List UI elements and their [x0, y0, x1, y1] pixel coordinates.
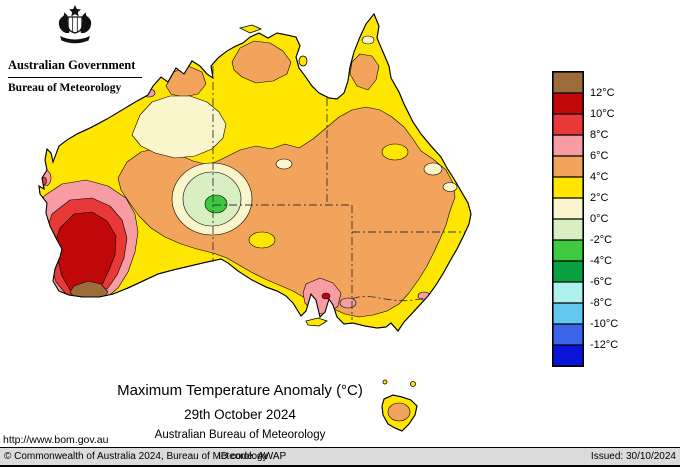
legend-swatch	[553, 240, 583, 261]
anomaly-pocket-yellow-1	[248, 231, 276, 249]
legend-label: -10°C	[590, 318, 619, 330]
coat-of-arms-icon	[58, 5, 92, 44]
copyright-text: © Commonwealth of Australia 2024, Bureau…	[4, 451, 268, 462]
legend-swatch	[553, 282, 583, 303]
anomaly-region-pink-sa-east	[339, 297, 357, 309]
legend-swatch	[553, 72, 583, 93]
legend-swatch	[553, 135, 583, 156]
legend-swatch	[553, 93, 583, 114]
bom-url: http://www.bom.gov.au	[3, 434, 109, 446]
legend-swatch	[553, 324, 583, 345]
anomaly-region-dark-red-sa-dot	[321, 292, 331, 300]
map-organisation: Australian Bureau of Meteorology	[154, 429, 326, 441]
legend-label: -2°C	[590, 234, 613, 246]
legend-labels: 12°C 10°C 8°C 6°C 4°C 2°C 0°C -2°C -4°C -6°C -8°C -…	[590, 72, 642, 366]
id-code-text: ID code: AWAP	[218, 451, 287, 462]
legend-label: -4°C	[590, 255, 613, 267]
legend-label: 12°C	[590, 87, 615, 99]
anomaly-region-green-core	[204, 194, 228, 214]
anomaly-region-cream-nt-spot	[275, 158, 293, 170]
legend-label: -6°C	[590, 276, 613, 288]
anomaly-region-cream-qld-coast-2	[442, 182, 458, 192]
legend-swatches	[552, 71, 584, 367]
bureau-title: Bureau of Meteorology	[8, 82, 122, 94]
agency-header: Australian Government Bureau of Meteorol…	[8, 4, 142, 94]
footer-bar: © Commonwealth of Australia 2024, Bureau…	[0, 447, 680, 467]
anomaly-region-dark-red-sw-wa	[55, 211, 117, 297]
legend-label: 8°C	[590, 129, 609, 141]
issued-text: Issued: 30/10/2024	[590, 451, 676, 462]
legend-swatch	[553, 156, 583, 177]
legend-label: -12°C	[590, 339, 619, 351]
melville-island	[238, 24, 263, 34]
legend-label: 10°C	[590, 108, 615, 120]
flinders-island	[410, 381, 416, 387]
legend-label: 2°C	[590, 192, 609, 204]
legend-label: 4°C	[590, 171, 609, 183]
header-divider	[8, 77, 142, 78]
legend-label: 0°C	[590, 213, 609, 225]
legend-swatch	[553, 261, 583, 282]
legend-swatch	[553, 303, 583, 324]
kangaroo-island	[305, 317, 328, 327]
legend-swatch	[553, 114, 583, 135]
map-title: Maximum Temperature Anomaly (°C)	[117, 382, 363, 399]
title-block: Maximum Temperature Anomaly (°C) 29th Oc…	[55, 382, 425, 441]
legend-label: 6°C	[590, 150, 609, 162]
king-island	[382, 379, 388, 385]
temperature-legend: 12°C 10°C 8°C 6°C 4°C 2°C 0°C -2°C -4°C -6°C -8°C -…	[552, 71, 618, 367]
government-title: Australian Government	[8, 58, 136, 72]
anomaly-region-cream-north-central	[131, 95, 227, 159]
state-borders	[212, 66, 466, 320]
small-islands	[238, 24, 416, 387]
anomaly-region-orange-central	[117, 106, 456, 318]
anomaly-region-cream-cape-york-spot	[361, 35, 375, 45]
anomaly-pocket-yellow-2	[381, 143, 409, 161]
legend-swatch	[553, 345, 583, 366]
anomaly-region-orange-cape-york	[349, 53, 380, 91]
mainland-coastline	[38, 13, 472, 332]
map-date: 29th October 2024	[184, 407, 296, 422]
legend-label: -8°C	[590, 297, 613, 309]
legend-swatch	[553, 198, 583, 219]
legend-swatch	[553, 219, 583, 240]
anomaly-region-orange-tasmania	[387, 402, 411, 422]
tasmania-coastline	[381, 394, 418, 432]
anomaly-region-cream-qld-coast-1	[423, 162, 443, 176]
groote-eylandt	[298, 55, 308, 67]
anomaly-region-orange-top-end	[231, 40, 292, 84]
legend-swatch	[553, 177, 583, 198]
